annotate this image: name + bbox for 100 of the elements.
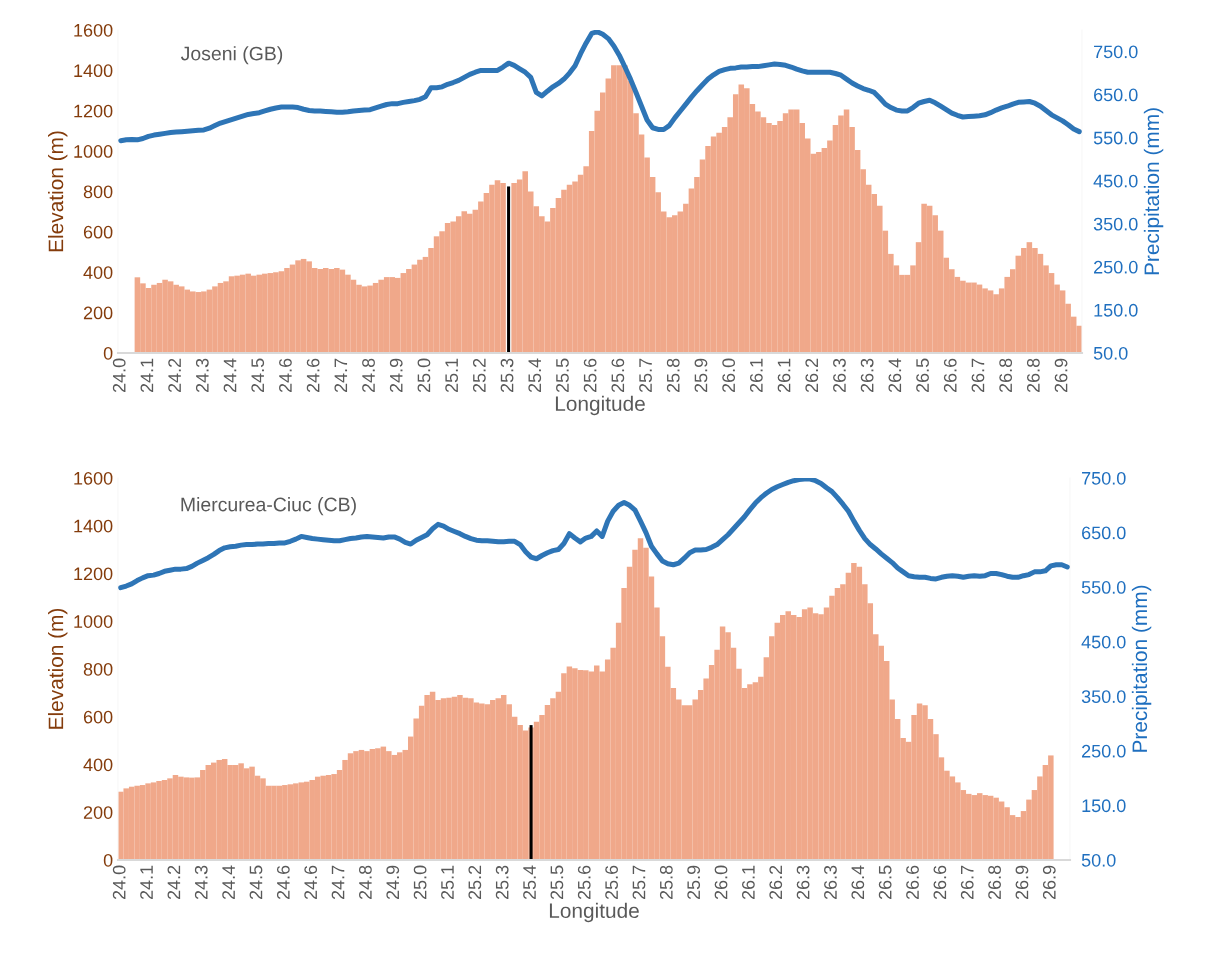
x-tick-label: 25.5: [556, 358, 569, 393]
x-tick-label: 26.6: [933, 865, 947, 900]
y-axis-title: Elevation (m): [48, 608, 68, 729]
y2-tick-label: 150.0: [1082, 799, 1126, 813]
y2-tick-label: 150.0: [1094, 303, 1138, 317]
x-tick-label: 24.6: [304, 865, 318, 900]
y-tick-label: 400: [83, 266, 113, 279]
y-tick-label: 0: [103, 346, 113, 360]
x-tick-label: 26.2: [769, 865, 783, 900]
x-tick-label: 24.8: [359, 865, 372, 900]
y2-tick-label: 50.0: [1081, 853, 1116, 867]
x-tick-label: 26.3: [824, 865, 837, 900]
x-tick-label: 24.1: [140, 358, 154, 393]
x-tick-label: 26.5: [916, 358, 929, 393]
y2-tick-label: 450.0: [1093, 174, 1138, 188]
x-tick-label: 26.3: [796, 865, 810, 900]
x-tick-label: 24.9: [389, 358, 403, 393]
x-tick-label: 26.0: [722, 358, 736, 393]
x-tick-label: 25.0: [413, 865, 427, 900]
y-tick-label: 600: [83, 710, 113, 724]
x-tick-label: 25.9: [694, 358, 708, 393]
y-tick-label: 400: [83, 758, 113, 772]
x-tick-label: 24.8: [362, 358, 375, 393]
x-tick-label: 25.4: [523, 865, 536, 900]
x-tick-label: 25.6: [611, 358, 625, 393]
y-tick-label: 800: [83, 185, 113, 199]
x-tick-label: 25.8: [666, 358, 680, 393]
y-axis-title: Elevation (m): [48, 131, 68, 252]
x-tick-label: 26.8: [1026, 358, 1040, 393]
x-tick-label: 25.7: [639, 358, 652, 393]
x-tick-label: 26.8: [988, 865, 1001, 900]
x-tick-label: 24.7: [334, 358, 348, 393]
y2-tick-label: 550.0: [1081, 581, 1126, 594]
text: Miercurea-Ciuc (CB): [181, 497, 356, 516]
x-tick-label: 25.6: [577, 865, 591, 900]
y2-tick-label: 550.0: [1093, 131, 1138, 145]
x-tick-label: 26.7: [960, 865, 974, 900]
x-tick-label: 25.5: [550, 865, 564, 900]
x-tick-label: 24.6: [306, 358, 320, 393]
bar: [507, 186, 511, 353]
x-tick-label: 25.3: [500, 358, 514, 393]
y-tick-label: 200: [83, 306, 113, 320]
x-tick-label: 26.2: [805, 358, 819, 393]
y-tick-label: 1400: [74, 519, 113, 533]
y2-tick-label: 650.0: [1082, 526, 1126, 540]
x-tick-label: 25.1: [441, 865, 454, 900]
text: Joseni (GB): [180, 46, 283, 65]
x-tick-label: 24.4: [223, 358, 237, 393]
x-tick-label: 24.1: [140, 865, 153, 900]
x-tick-label: 26.5: [878, 865, 892, 900]
x-tick-label: 26.9: [1042, 865, 1056, 900]
x-tick-label: 25.3: [495, 865, 509, 900]
y-tick-label: 1600: [74, 471, 113, 485]
y-tick-label: 1600: [74, 23, 113, 37]
x-tick-label: 24.2: [167, 865, 181, 900]
x-tick-label: 25.2: [472, 358, 486, 393]
x-tick-label: 25.8: [659, 865, 673, 900]
x-tick-label: 25.0: [417, 358, 431, 393]
x-tick-label: 26.1: [741, 865, 755, 900]
x-tick-label: 25.2: [468, 865, 482, 900]
y-tick-label: 200: [83, 806, 113, 819]
y-tick-label: 1000: [74, 145, 113, 158]
y2-tick-label: 750.0: [1082, 471, 1126, 485]
x-tick-label: 26.1: [777, 358, 791, 393]
x-tick-label: 24.0: [112, 865, 126, 900]
x-tick-label: 26.3: [860, 358, 874, 393]
x-axis-title: Longitude: [555, 395, 645, 416]
x-tick-label: 26.1: [749, 358, 763, 393]
x-tick-label: 24.5: [251, 358, 265, 393]
x-tick-label: 25.9: [687, 865, 701, 900]
y2-tick-label: 250.0: [1094, 260, 1138, 274]
x-tick-label: 26.9: [1015, 865, 1029, 900]
x-tick-label: 25.7: [632, 865, 646, 900]
y-tick-label: 600: [83, 225, 113, 239]
y-tick-label: 1200: [74, 567, 113, 581]
y2-axis-title: Precipitation (mm): [1131, 585, 1152, 752]
x-tick-label: 26.3: [833, 358, 846, 393]
x-tick-label: 24.0: [112, 358, 126, 393]
x-tick-label: 26.6: [943, 358, 957, 393]
x-tick-label: 24.9: [386, 865, 400, 900]
y2-tick-label: 450.0: [1081, 635, 1126, 649]
x-axis-title: Longitude: [549, 902, 639, 923]
x-tick-label: 24.5: [249, 865, 263, 900]
x-tick-label: 24.2: [168, 358, 181, 393]
y-tick-label: 1400: [74, 64, 113, 78]
x-tick-label: 24.4: [222, 865, 235, 900]
y2-tick-label: 350.0: [1093, 217, 1138, 231]
x-tick-label: 24.3: [194, 865, 208, 900]
x-tick-label: 26.4: [888, 358, 902, 393]
x-tick-label: 24.3: [195, 358, 209, 393]
y2-tick-label: 250.0: [1082, 744, 1126, 758]
x-tick-label: 25.4: [528, 358, 542, 393]
y-tick-label: 800: [83, 662, 113, 676]
x-tick-label: 26.6: [906, 865, 919, 900]
y-tick-label: 1000: [74, 615, 113, 628]
x-tick-label: 25.6: [583, 358, 597, 393]
x-tick-label: 24.6: [279, 358, 292, 393]
x-tick-label: 26.8: [999, 358, 1013, 393]
y-tick-label: 0: [103, 853, 113, 867]
x-tick-label: 26.7: [971, 358, 985, 393]
